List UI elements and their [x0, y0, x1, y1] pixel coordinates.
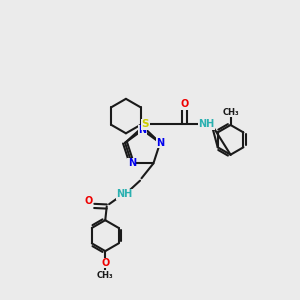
Text: CH₃: CH₃ — [222, 108, 239, 117]
Text: N: N — [156, 138, 164, 148]
Text: S: S — [142, 119, 149, 129]
Text: NH: NH — [198, 119, 214, 129]
Text: O: O — [180, 99, 189, 109]
Text: N: N — [139, 125, 147, 135]
Text: N: N — [128, 158, 136, 168]
Text: O: O — [101, 258, 110, 268]
Text: O: O — [84, 196, 92, 206]
Text: NH: NH — [116, 189, 133, 199]
Text: CH₃: CH₃ — [97, 271, 114, 280]
